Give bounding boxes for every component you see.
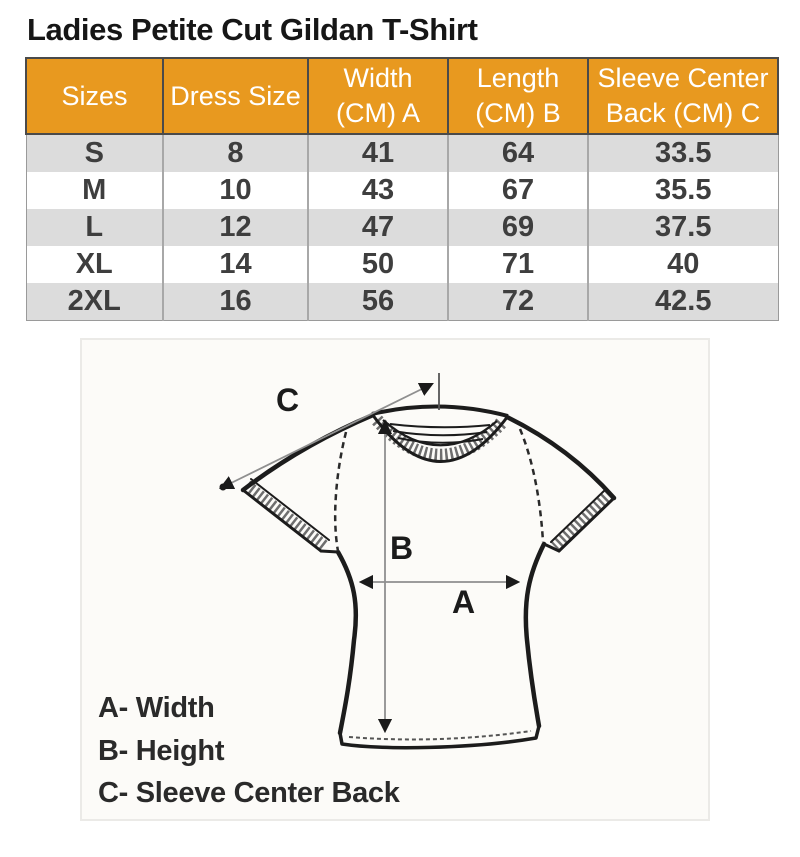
table-row: XL 14 50 71 40 [26, 246, 778, 283]
table-cell: XL [26, 246, 163, 283]
table-cell: S [26, 134, 163, 172]
table-cell: 64 [447, 134, 588, 172]
table-cell: 35.5 [587, 172, 778, 209]
table-cell: L [26, 209, 163, 246]
dimension-line-c [219, 382, 434, 490]
size-diagram: C B A A- Width B- Height C- Sleeve Cente… [80, 338, 710, 821]
table-cell: 50 [307, 246, 448, 283]
table-cell: 2XL [26, 283, 163, 321]
table-row: 2XL 16 56 72 42.5 [26, 283, 778, 321]
label-b: B [390, 530, 413, 566]
table-cell: 8 [162, 134, 308, 172]
legend-item-height: B- Height [98, 734, 225, 767]
column-header-sizes: Sizes [25, 57, 164, 135]
dimension-labels: C B A [276, 382, 475, 620]
hem-stitching [348, 730, 532, 741]
table-cell: 56 [307, 283, 448, 321]
measurement-legend: A- Width B- Height C- Sleeve Center Back [98, 687, 400, 815]
column-header-width: Width (CM) A [307, 57, 449, 135]
dimension-lines [219, 373, 521, 734]
table-row: M 10 43 67 35.5 [26, 172, 778, 209]
label-a: A [452, 584, 475, 620]
table-cell: 14 [162, 246, 308, 283]
table-row: S 8 41 64 33.5 [26, 134, 778, 172]
table-cell: 69 [447, 209, 588, 246]
tshirt-diagram: C B A [219, 373, 617, 750]
legend-item-sleeve: C- Sleeve Center Back [98, 777, 400, 809]
table-cell: 72 [447, 283, 588, 321]
table-cell: 10 [162, 172, 308, 209]
page-title: Ladies Petite Cut Gildan T-Shirt [27, 12, 478, 47]
label-c: C [276, 382, 299, 418]
armhole-seams [333, 428, 545, 552]
cuff-ribbing [243, 480, 614, 551]
table-cell: 12 [162, 209, 308, 246]
table-cell: 16 [162, 283, 308, 321]
header-row: Sizes Dress Size Width (CM) A Length (CM… [25, 57, 779, 135]
column-header-dress-size: Dress Size [162, 57, 309, 135]
table-cell: 71 [447, 246, 588, 283]
table-cell: 37.5 [587, 209, 778, 246]
table-row: L 12 47 69 37.5 [26, 209, 778, 246]
column-header-length: Length (CM) B [447, 57, 589, 135]
table-cell: 47 [307, 209, 448, 246]
table-cell: M [26, 172, 163, 209]
table-cell: 40 [587, 246, 778, 283]
collar [370, 404, 510, 463]
dimension-c-endpoint-dot [219, 483, 227, 491]
legend-item-width: A- Width [98, 692, 215, 724]
table-cell: 42.5 [587, 283, 778, 321]
column-header-sleeve: Sleeve Center Back (CM) C [587, 57, 779, 135]
size-chart-table: Sizes Dress Size Width (CM) A Length (CM… [25, 57, 779, 321]
table-cell: 41 [307, 134, 448, 172]
table-cell: 33.5 [587, 134, 778, 172]
table-cell: 43 [307, 172, 448, 209]
table-cell: 67 [447, 172, 588, 209]
